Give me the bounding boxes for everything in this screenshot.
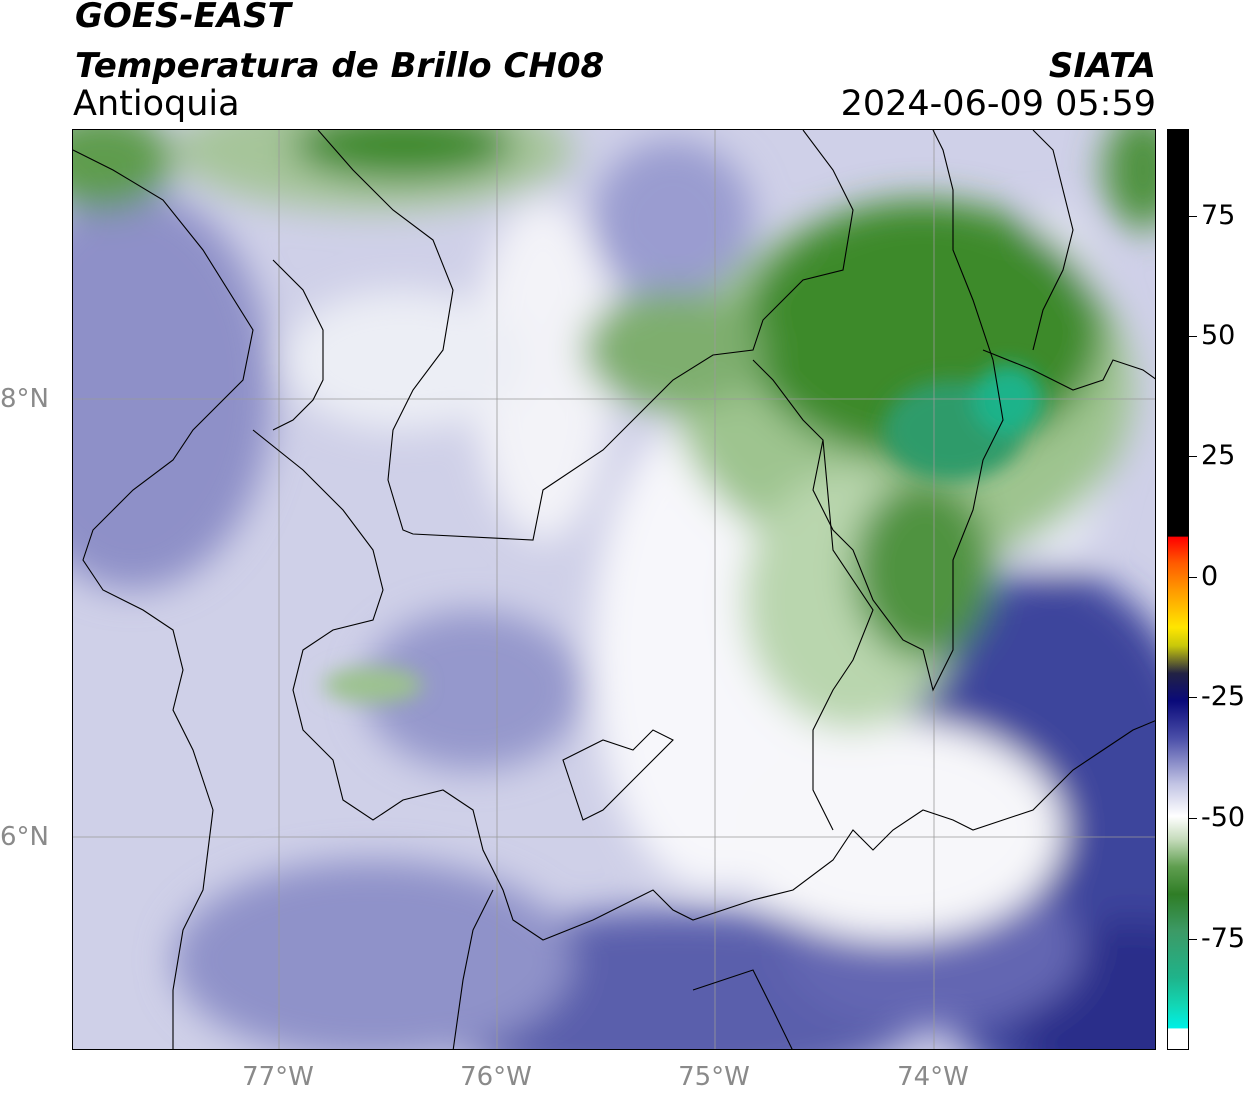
colorbar-label-neg75: -75	[1201, 923, 1246, 954]
graticule	[73, 130, 1155, 1049]
colorbar-label-75: 75	[1201, 200, 1236, 231]
colorbar-tick	[1189, 336, 1197, 337]
satellite-title: GOES-EAST	[75, 0, 291, 36]
boundaries	[73, 130, 1155, 1049]
lon-label-74w: 74°W	[897, 1062, 969, 1092]
lon-label-76w: 76°W	[460, 1062, 532, 1092]
colorbar-label-50: 50	[1201, 320, 1236, 351]
colorbar-ramp	[1168, 130, 1188, 1049]
lon-label-77w: 77°W	[242, 1062, 314, 1092]
region-label: Antioquia	[73, 84, 240, 124]
brightness-temperature-field	[73, 130, 1155, 1049]
satellite-map	[72, 129, 1156, 1050]
colorbar-tick	[1189, 939, 1197, 940]
colorbar-tick	[1189, 697, 1197, 698]
lat-label-8n: 8°N	[0, 384, 49, 414]
lat-label-6n: 6°N	[0, 822, 49, 852]
product-title: Temperatura de Brillo CH08	[75, 46, 605, 86]
colorbar-tick	[1189, 818, 1197, 819]
colorbar-tick	[1189, 456, 1197, 457]
colorbar	[1167, 129, 1189, 1050]
colorbar-label-neg50: -50	[1201, 802, 1246, 833]
colorbar-label-neg25: -25	[1201, 681, 1246, 712]
colorbar-label-0: 0	[1201, 561, 1219, 592]
agency-label: SIATA	[1048, 46, 1156, 86]
timestamp-label: 2024-06-09 05:59	[840, 84, 1156, 124]
colorbar-label-25: 25	[1201, 440, 1236, 471]
colorbar-tick	[1189, 577, 1197, 578]
colorbar-tick	[1189, 216, 1197, 217]
lon-label-75w: 75°W	[678, 1062, 750, 1092]
